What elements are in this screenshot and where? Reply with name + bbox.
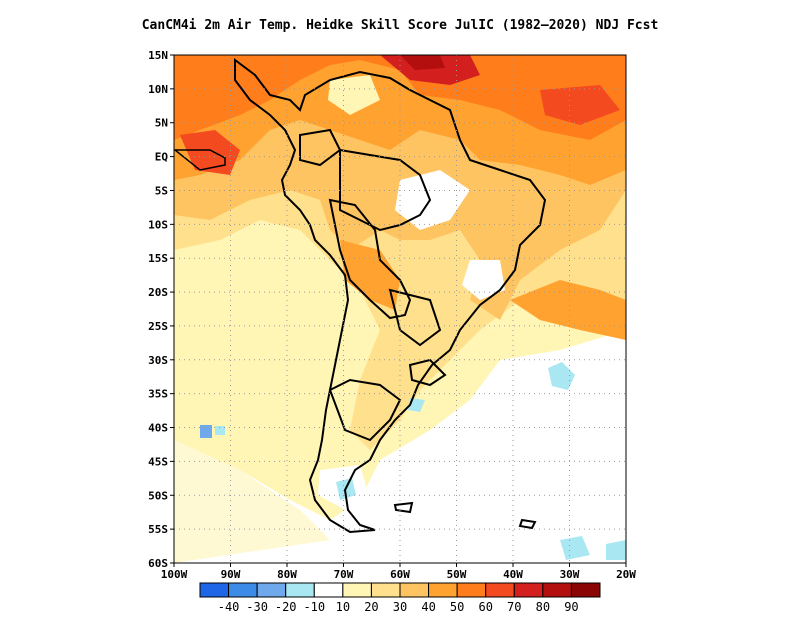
colorbar-labels: -40 -30 -20 -10 10 20 30 40 50 60 70 80 90 [218, 600, 579, 614]
colorbar-swatch [313, 582, 344, 598]
colorbar-swatch [399, 582, 430, 598]
colorbar-swatch [513, 582, 544, 598]
lon-label: 30W [560, 568, 580, 581]
lat-label: 35S [148, 388, 168, 401]
colorbar-swatch [342, 582, 372, 598]
lat-label: 5S [155, 184, 168, 197]
longitude-labels: 100W 90W 80W 70W 60W 50W 40W 30W 20W [161, 568, 637, 581]
lat-label: 40S [148, 422, 168, 435]
lon-label: 50W [447, 568, 467, 581]
colorbar-swatch [428, 582, 458, 598]
colorbar-swatch [456, 582, 487, 598]
colorbar-label: 40 [421, 600, 435, 614]
lat-label: 5N [155, 117, 168, 130]
lat-label: 25S [148, 320, 168, 333]
lat-label: 45S [148, 455, 168, 468]
colorbar-swatch [542, 582, 572, 598]
lat-label: 30S [148, 354, 168, 367]
graticule [174, 55, 626, 563]
colorbar-swatch [485, 582, 515, 598]
colorbar-label: 80 [536, 600, 550, 614]
lat-label: 60S [148, 557, 168, 570]
axis-ticks [170, 54, 627, 567]
lat-label: 10N [148, 83, 168, 96]
lat-label: 55S [148, 523, 168, 536]
colorbar-swatch [199, 582, 230, 598]
lat-label: EQ [155, 151, 169, 164]
colorbar-swatch [285, 582, 315, 598]
colorbar-label: 50 [450, 600, 464, 614]
skill-field [174, 55, 626, 563]
colorbar-swatch [256, 582, 287, 598]
coastline [174, 58, 547, 534]
colorbar-label: -30 [246, 600, 268, 614]
colorbar [199, 582, 601, 598]
colorbar-label: 30 [393, 600, 407, 614]
colorbar-label: 90 [564, 600, 578, 614]
colorbar-label: -20 [275, 600, 297, 614]
colorbar-label: -40 [218, 600, 240, 614]
lat-label: 15S [148, 252, 168, 265]
lat-label: 10S [148, 218, 168, 231]
lon-label: 20W [616, 568, 636, 581]
lon-label: 90W [221, 568, 241, 581]
colorbar-label: 70 [507, 600, 521, 614]
lat-label: 15N [148, 49, 168, 62]
lon-label: 40W [503, 568, 523, 581]
map-title: CanCM4i 2m Air Temp. Heidke Skill Score … [141, 18, 659, 33]
lon-label: 80W [277, 568, 297, 581]
lat-label: 20S [148, 286, 168, 299]
lon-label: 60W [390, 568, 410, 581]
colorbar-label: -10 [303, 600, 325, 614]
colorbar-label: 10 [336, 600, 350, 614]
colorbar-label: 60 [478, 600, 492, 614]
colorbar-swatch [570, 582, 601, 598]
latitude-labels: 15N 10N 5N EQ 5S 10S 15S 20S 25S 30S 35S 40S 45S 50S 5… [148, 49, 168, 570]
colorbar-swatch [228, 582, 258, 598]
colorbar-swatch [370, 582, 401, 598]
lat-label: 50S [148, 489, 168, 502]
lon-label: 100W [161, 568, 188, 581]
lon-label: 70W [334, 568, 354, 581]
colorbar-label: 20 [364, 600, 378, 614]
